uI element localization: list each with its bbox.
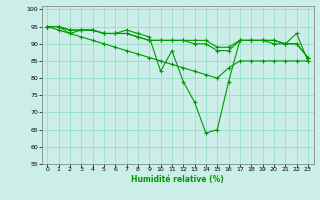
- X-axis label: Humidité relative (%): Humidité relative (%): [131, 175, 224, 184]
